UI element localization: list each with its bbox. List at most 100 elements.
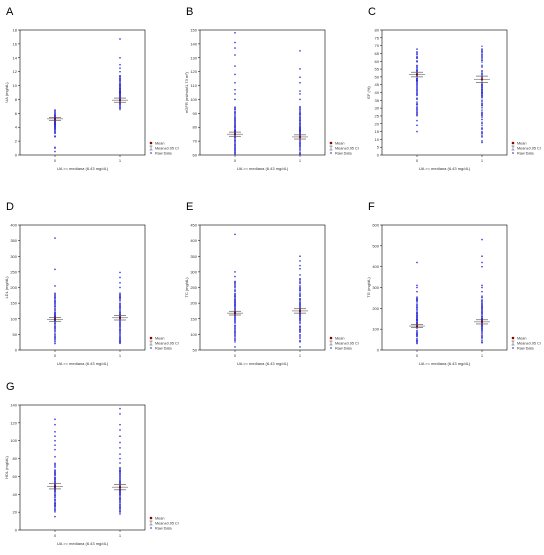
raw-data-point (119, 476, 121, 479)
legend-raw-swatch (150, 347, 152, 349)
raw-data-point (299, 128, 301, 130)
raw-data-point (416, 322, 418, 324)
raw-data-point (299, 301, 301, 303)
raw-data-point (119, 70, 121, 73)
y-tick-label: 120 (190, 69, 197, 74)
raw-data-point (299, 299, 301, 301)
raw-data-point (299, 304, 301, 306)
raw-data-point (119, 313, 121, 315)
raw-data-point (416, 322, 418, 325)
raw-data-point (119, 77, 121, 79)
raw-data-point (54, 492, 56, 494)
plot-frame (199, 224, 326, 351)
raw-data-point (481, 121, 483, 123)
mean-marker (480, 78, 484, 81)
raw-data-point (416, 101, 418, 103)
raw-data-point (416, 55, 418, 58)
raw-data-point (481, 60, 483, 62)
raw-data-point (234, 145, 236, 147)
raw-data-point (234, 307, 236, 310)
raw-data-point (119, 90, 121, 93)
raw-data-point (299, 147, 301, 150)
raw-data-point (299, 68, 301, 70)
raw-data-point (119, 498, 121, 501)
raw-data-point (299, 320, 301, 322)
plot-frame (381, 29, 508, 156)
y-axis-label: eGFR (ml/min/1.73 m²) (184, 71, 189, 113)
x-tick-label: 0 (54, 158, 57, 163)
raw-data-point (54, 122, 56, 125)
raw-data-point (481, 340, 483, 342)
y-tick-label: 0 (377, 153, 380, 158)
y-tick-label: 80 (375, 28, 380, 33)
y-tick-label: 40 (13, 492, 18, 497)
raw-data-point (299, 127, 301, 129)
raw-data-point (416, 107, 418, 109)
y-axis-label: TG (mg/dL) (366, 277, 371, 298)
raw-data-point (54, 470, 56, 472)
raw-data-point (234, 116, 236, 119)
y-tick-label: 300 (10, 254, 17, 259)
y-tick-label: 80 (193, 125, 198, 130)
raw-data-point (234, 335, 236, 337)
raw-data-point (299, 286, 301, 289)
raw-data-point (119, 497, 121, 499)
raw-data-point (416, 341, 418, 344)
raw-data-point (299, 144, 301, 146)
raw-data-point (299, 108, 301, 110)
legend-ci-label: Mean±0.95 Cl (517, 342, 541, 346)
raw-data-point (119, 320, 121, 322)
raw-data-point (416, 106, 418, 108)
raw-data-point (299, 331, 301, 333)
raw-data-point (234, 127, 236, 129)
raw-data-point (234, 341, 236, 343)
raw-data-point (481, 53, 483, 55)
raw-data-point (299, 121, 301, 123)
raw-data-point (481, 290, 483, 293)
y-tick-label: 5 (377, 145, 380, 150)
raw-data-point (299, 303, 301, 305)
raw-data-point (481, 261, 483, 264)
x-tick-label: 0 (416, 158, 419, 163)
raw-data-point (119, 93, 121, 95)
y-tick-label: 70 (375, 43, 380, 48)
y-tick-label: 400 (190, 238, 197, 243)
raw-data-point (119, 38, 121, 40)
y-tick-label: 0 (377, 348, 380, 353)
y-axis-label: UA (mg/dL) (4, 82, 9, 103)
raw-data-point (481, 302, 483, 304)
raw-data-point (299, 288, 301, 290)
x-axis-label: UA >= mediana (6.43 mg/dL) (57, 541, 109, 546)
legend-mean-swatch (149, 141, 153, 145)
raw-data-point (481, 299, 483, 301)
raw-data-point (416, 335, 418, 337)
raw-data-point (416, 297, 418, 299)
raw-data-point (481, 91, 483, 93)
raw-data-point (119, 305, 121, 307)
raw-data-point (416, 88, 418, 90)
raw-data-point (416, 81, 418, 83)
raw-data-point (416, 341, 418, 343)
raw-data-point (234, 330, 236, 332)
y-tick-label: 150 (190, 28, 197, 33)
panel-letter: B (186, 6, 193, 18)
raw-data-point (234, 110, 236, 112)
raw-data-point (299, 98, 301, 101)
raw-data-point (416, 316, 418, 319)
raw-data-point (481, 296, 483, 299)
raw-data-point (481, 82, 483, 84)
raw-data-point (299, 106, 301, 108)
y-tick-label: 20 (375, 121, 380, 126)
raw-data-point (481, 100, 483, 103)
raw-data-point (234, 290, 236, 293)
raw-data-point (416, 66, 418, 68)
raw-data-point (481, 115, 483, 117)
raw-data-point (234, 108, 236, 111)
raw-data-point (299, 278, 301, 280)
raw-data-point (119, 340, 121, 342)
raw-data-point (119, 87, 121, 89)
raw-data-point (416, 70, 418, 72)
raw-data-point (416, 318, 418, 320)
x-axis-label: UA >= mediana (6.43 mg/dL) (57, 166, 109, 171)
raw-data-point (119, 510, 121, 512)
